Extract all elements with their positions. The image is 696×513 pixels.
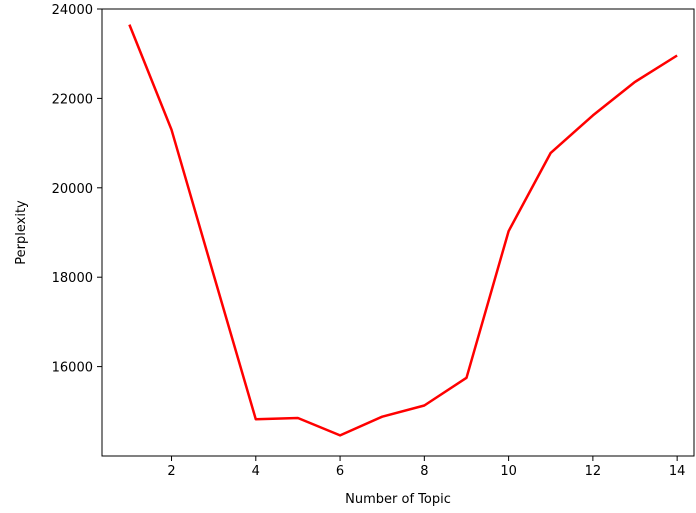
x-tick-label: 4: [252, 464, 260, 479]
y-tick-label: 24000: [52, 3, 93, 18]
x-tick-label: 12: [585, 464, 602, 479]
x-axis-label: Number of Topic: [345, 492, 451, 507]
tick-layer: 2 4 6 8 10 12 14 16000 18000 20000 22000 24000: [52, 3, 686, 479]
y-tick-label: 16000: [52, 361, 93, 376]
y-tick-label: 22000: [52, 92, 93, 107]
y-tick-label: 18000: [52, 271, 93, 286]
x-tick-label: 2: [167, 464, 175, 479]
y-tick-label: 20000: [52, 182, 93, 197]
series-line: [128, 24, 678, 437]
x-tick-label: 8: [420, 464, 428, 479]
x-tick-label: 6: [336, 464, 344, 479]
x-tick-label: 14: [669, 464, 686, 479]
y-axis-label: Perplexity: [14, 200, 29, 265]
x-tick-label: 10: [500, 464, 517, 479]
plot-frame: [101, 8, 695, 457]
